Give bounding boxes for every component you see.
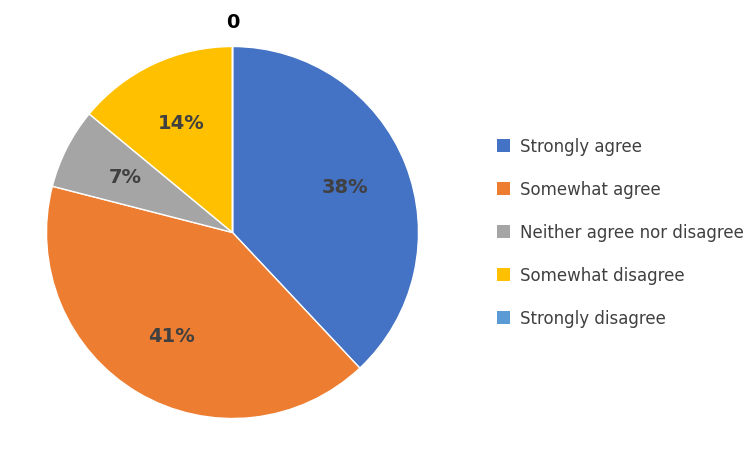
- Text: 14%: 14%: [158, 113, 205, 133]
- Text: 38%: 38%: [322, 179, 368, 198]
- Wedge shape: [53, 114, 232, 232]
- Wedge shape: [232, 46, 418, 368]
- Wedge shape: [89, 46, 232, 232]
- Wedge shape: [46, 186, 360, 418]
- Text: 0: 0: [226, 13, 239, 32]
- Text: 41%: 41%: [148, 327, 194, 346]
- Text: 7%: 7%: [108, 168, 141, 187]
- Legend: Strongly agree, Somewhat agree, Neither agree nor disagree, Somewhat disagree, S: Strongly agree, Somewhat agree, Neither …: [496, 138, 744, 327]
